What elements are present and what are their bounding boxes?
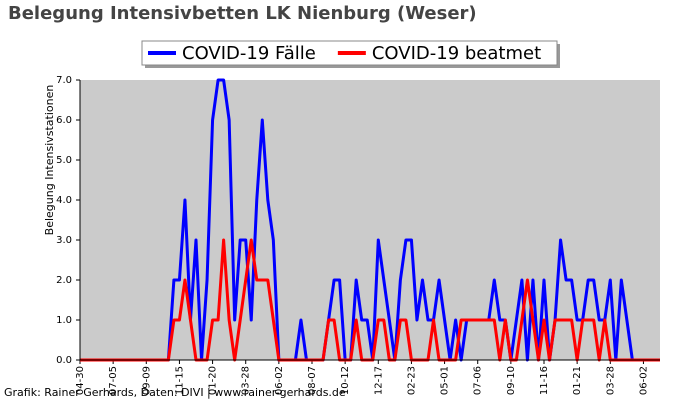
y-tick-label: 1.0 (56, 315, 72, 326)
x-tick-label: 11-16 (539, 366, 550, 395)
x-tick-label: 06-02 (638, 366, 649, 395)
y-axis-label: Belegung Intensivstationen (43, 85, 56, 236)
x-tick-label: 09-09 (141, 366, 152, 395)
y-tick-label: 0.0 (56, 355, 72, 366)
y-tick-label: 6.0 (56, 115, 72, 126)
x-tick-label: 09-10 (506, 366, 517, 395)
x-tick-label: 05-01 (440, 366, 451, 395)
y-tick-label: 2.0 (56, 275, 72, 286)
legend-label: COVID-19 beatmet (372, 43, 541, 64)
x-tick-label: 07-06 (473, 366, 484, 395)
y-tick-label: 7.0 (56, 75, 72, 86)
legend-label: COVID-19 Fälle (182, 43, 316, 64)
footer: Grafik: Rainer Gerhards, Daten: DIVI | w… (4, 386, 346, 399)
x-tick-label: 07-05 (108, 366, 119, 395)
x-tick-label: 01-21 (572, 366, 583, 395)
y-tick-label: 4.0 (56, 195, 72, 206)
series-line (80, 78, 660, 362)
x-tick-label: 12-17 (373, 366, 384, 395)
plot-area (80, 80, 660, 360)
x-tick-label: 11-15 (174, 366, 185, 395)
chart-title: Belegung Intensivbetten LK Nienburg (Wes… (8, 3, 477, 24)
x-tick-label: 10-12 (340, 366, 351, 395)
x-tick-label: 03-28 (241, 366, 252, 395)
y-tick-label: 5.0 (56, 155, 72, 166)
x-tick-label: 02-23 (406, 366, 417, 395)
x-tick-label: 01-20 (208, 366, 219, 395)
x-tick-label: 04-30 (75, 366, 86, 395)
x-tick-label: 03-28 (605, 366, 616, 395)
y-tick-label: 3.0 (56, 235, 72, 246)
x-tick-label: 06-02 (274, 366, 285, 395)
x-tick-label: 08-07 (307, 366, 318, 395)
